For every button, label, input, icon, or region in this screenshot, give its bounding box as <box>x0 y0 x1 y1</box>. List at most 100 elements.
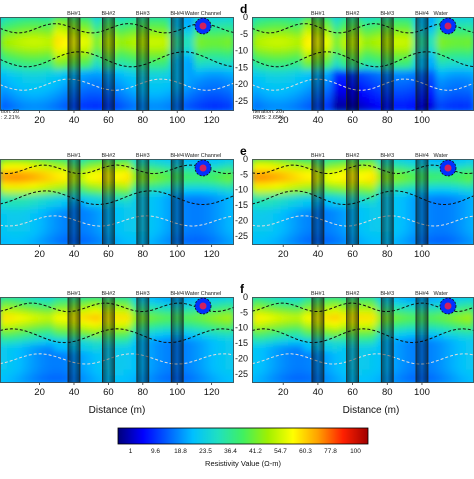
borehole-column <box>67 159 81 245</box>
borehole-column <box>170 297 184 383</box>
borehole-label: BH#1 <box>311 11 325 17</box>
borehole-column <box>380 297 394 383</box>
section-panel: BH#1 BH#2 BH#3 BH#4 Water Channel 20 40 60 80 100… <box>0 153 234 260</box>
colorbar-tick-label: 54.7 <box>274 448 287 455</box>
panel-frame <box>0 297 234 383</box>
contour-line <box>252 78 474 91</box>
water-channel-label: Water <box>434 153 449 159</box>
colorbar-tick-label: 77.8 <box>324 448 337 455</box>
y-tick-label: -10 <box>235 185 248 195</box>
borehole-label: BH#4 <box>170 291 184 297</box>
borehole-label: BH#1 <box>311 153 325 159</box>
borehole-label: BH#1 <box>67 153 81 159</box>
water-channel-core <box>444 302 452 310</box>
x-tick-label: 100 <box>169 115 185 126</box>
borehole-column <box>415 297 429 383</box>
borehole-label: BH#2 <box>102 153 116 159</box>
x-tick-label: 80 <box>382 249 393 260</box>
colorbar-gradient <box>117 427 369 445</box>
borehole-label: BH#3 <box>380 291 394 297</box>
water-channel-label: Water <box>434 291 449 297</box>
rms-text: RMS: 2.65% <box>253 115 284 121</box>
x-tick-label: 100 <box>414 115 430 126</box>
panel-frame <box>0 159 234 245</box>
contour-line <box>0 78 234 91</box>
x-tick-label: 80 <box>382 387 393 398</box>
y-tick-label: -25 <box>235 96 248 106</box>
x-tick-label: 80 <box>382 115 393 126</box>
borehole-column <box>311 297 325 383</box>
contour-line <box>252 164 474 175</box>
colorbar-tick-label: 100 <box>350 448 361 455</box>
borehole-label: BH#3 <box>136 11 150 17</box>
borehole-column <box>170 17 184 111</box>
borehole-label: BH#3 <box>136 153 150 159</box>
water-channel-core <box>444 164 452 172</box>
panel-letter: f <box>240 282 245 296</box>
borehole-label: BH#4 <box>170 153 184 159</box>
borehole-label: BH#3 <box>136 291 150 297</box>
borehole-label: BH#4 <box>415 153 429 159</box>
y-tick-label: -5 <box>240 169 248 179</box>
borehole-column <box>415 17 429 111</box>
water-channel-label: Water <box>434 11 449 17</box>
x-tick-label: 20 <box>278 115 289 126</box>
x-tick-label: 120 <box>204 387 220 398</box>
contour-line <box>0 353 234 365</box>
x-tick-label: 100 <box>169 387 185 398</box>
y-tick-label: -5 <box>240 29 248 39</box>
y-tick-label: -15 <box>235 200 248 210</box>
water-channel-core <box>199 22 207 30</box>
borehole-label: BH#2 <box>102 11 116 17</box>
borehole-column <box>101 159 115 245</box>
y-tick-label: -20 <box>235 215 248 225</box>
contour-line <box>0 51 234 68</box>
y-tick-label: -15 <box>235 62 248 72</box>
y-tick-label: -15 <box>235 338 248 348</box>
x-tick-label: 40 <box>313 249 324 260</box>
borehole-column <box>346 297 359 383</box>
x-tick-label: 60 <box>103 387 114 398</box>
water-channel-label: Water Channel <box>185 11 221 17</box>
water-channel-core <box>444 22 452 30</box>
x-tick-label: 60 <box>103 249 114 260</box>
x-tick-label: 40 <box>313 115 324 126</box>
contour-line <box>0 190 234 206</box>
iteration-text: Iteration: 20 <box>253 109 282 115</box>
section-panel: BH#1 BH#2 BH#3 BH#4 Water Channel 20 40 60 80 100… <box>0 291 234 398</box>
water-channel-core <box>199 164 207 172</box>
x-tick-label: 100 <box>169 249 185 260</box>
borehole-column <box>101 17 115 111</box>
borehole-column <box>346 159 359 245</box>
x-tick-label: 80 <box>138 387 149 398</box>
water-channel-label: Water Channel <box>185 153 221 159</box>
borehole-column <box>170 159 184 245</box>
x-tick-label: 20 <box>34 249 45 260</box>
y-tick-label: 0 <box>243 12 248 22</box>
borehole-column <box>380 17 394 111</box>
contour-line <box>0 328 234 344</box>
y-tick-label: -25 <box>235 231 248 241</box>
x-tick-label: 100 <box>414 249 430 260</box>
y-tick-label: -25 <box>235 369 248 379</box>
borehole-column <box>415 159 429 245</box>
borehole-label: BH#4 <box>415 291 429 297</box>
y-tick-label: -5 <box>240 307 248 317</box>
colorbar-tick-label: 60.3 <box>299 448 312 455</box>
section-panel: BH#1 BH#2 BH#3 BH#4 Water Channel 20 40 60 80 100… <box>0 11 234 126</box>
contour-line <box>252 353 474 365</box>
borehole-label: BH#2 <box>102 291 116 297</box>
borehole-label: BH#2 <box>346 291 360 297</box>
x-tick-label: 20 <box>278 387 289 398</box>
rms-text: : 2.21% <box>1 115 20 121</box>
x-tick-label: 20 <box>34 387 45 398</box>
contour-line <box>0 164 234 175</box>
x-tick-label: 20 <box>34 115 45 126</box>
contour-line <box>252 23 474 34</box>
panel-frame <box>0 17 234 111</box>
section-panel: BH#1 BH#2 BH#3 BH#4 Water 20 40 60 80 100 0 -5 -10 -1… <box>235 2 474 126</box>
y-tick-label: -10 <box>235 323 248 333</box>
x-tick-label: 80 <box>138 249 149 260</box>
colorbar-tick-label: 1 <box>129 448 133 455</box>
